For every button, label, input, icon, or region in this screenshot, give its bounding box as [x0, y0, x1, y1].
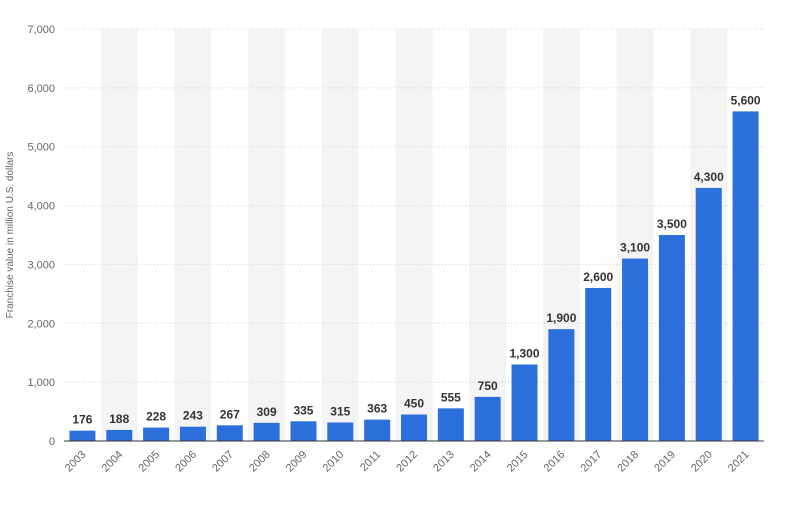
y-tick-label: 0: [49, 436, 55, 448]
x-tick-label-2012: 2012: [394, 449, 420, 475]
bar-2015: [511, 364, 538, 441]
data-label-2004: 188: [109, 412, 129, 426]
x-tick-label-2009: 2009: [284, 449, 310, 475]
bar-2006: [179, 426, 206, 441]
bar-2010: [327, 422, 354, 441]
bar-2007: [216, 425, 243, 441]
column-band: [174, 29, 212, 441]
data-label-2003: 176: [72, 413, 92, 427]
column-band: [395, 29, 433, 441]
x-tick-label-2006: 2006: [173, 449, 199, 475]
x-tick-label-2018: 2018: [615, 449, 641, 475]
x-tick-label-2020: 2020: [689, 449, 715, 475]
y-axis-ticks: 0 1,000 2,000 3,000 4,000 5,000 6,000 7,000: [27, 24, 55, 448]
column-band: [321, 29, 359, 441]
y-tick-label: 1,000: [27, 377, 55, 389]
data-label-2018: 3,100: [620, 241, 650, 255]
data-label-2016: 1,900: [546, 311, 576, 325]
data-label-2008: 309: [257, 405, 277, 419]
y-tick-label: 3,000: [27, 259, 55, 271]
x-tick-label-2010: 2010: [321, 449, 347, 475]
bar-2017: [585, 287, 612, 441]
column-band: [248, 29, 286, 441]
data-label-2011: 363: [367, 402, 387, 416]
bar-2005: [143, 427, 170, 441]
bar-2009: [290, 421, 317, 441]
bar-2019: [658, 235, 685, 441]
y-tick-label: 6,000: [27, 83, 55, 95]
column-band: [100, 29, 138, 441]
data-label-2013: 555: [441, 390, 461, 404]
data-label-2021: 5,600: [731, 93, 761, 107]
data-label-2019: 3,500: [657, 217, 687, 231]
x-tick-label-2015: 2015: [505, 449, 531, 475]
y-tick-label: 7,000: [27, 24, 55, 36]
bar-2018: [622, 258, 649, 441]
data-label-2020: 4,300: [694, 170, 724, 184]
x-tick-label-2004: 2004: [100, 449, 126, 475]
x-tick-label-2019: 2019: [652, 449, 678, 475]
data-label-2015: 1,300: [510, 346, 540, 360]
y-tick-label: 4,000: [27, 201, 55, 213]
x-tick-label-2011: 2011: [358, 449, 383, 474]
bar-2011: [364, 419, 391, 441]
data-labels: 176 188 228 243 267 309 335 315 363 450 555 750 1,30…: [72, 93, 761, 426]
data-label-2017: 2,600: [583, 270, 613, 284]
x-tick-label-2014: 2014: [468, 449, 494, 475]
y-axis-title: Franchise value in million U.S. dollars: [5, 152, 16, 319]
x-tick-label-2003: 2003: [63, 449, 89, 475]
data-label-2007: 267: [220, 407, 240, 421]
data-label-2010: 315: [330, 404, 350, 418]
x-tick-label-2021: 2021: [726, 449, 752, 475]
x-tick-label-2017: 2017: [579, 449, 605, 475]
bar-2016: [548, 329, 575, 441]
x-tick-label-2013: 2013: [431, 449, 457, 475]
x-axis-ticks: 2003 2004 2005 2006 2007 2008 2009 2010 2011 2012…: [63, 449, 752, 475]
column-band: [469, 29, 507, 441]
data-label-2014: 750: [478, 379, 498, 393]
bar-2020: [695, 187, 722, 441]
y-tick-label: 2,000: [27, 318, 55, 330]
data-label-2009: 335: [293, 403, 313, 417]
y-tick-label: 5,000: [27, 142, 55, 154]
bar-2012: [401, 414, 427, 441]
bars: [69, 111, 759, 442]
bar-2008: [253, 422, 280, 441]
x-tick-label-2016: 2016: [542, 449, 568, 475]
x-tick-label-2008: 2008: [247, 449, 273, 475]
data-label-2006: 243: [183, 409, 203, 423]
bar-2021: [732, 111, 759, 442]
data-label-2005: 228: [146, 410, 166, 424]
bar-2004: [106, 429, 133, 441]
bar-2003: [69, 430, 96, 441]
x-tick-label-2007: 2007: [210, 449, 236, 475]
data-label-2012: 450: [404, 397, 424, 411]
bar-2014: [474, 396, 501, 441]
x-tick-label-2005: 2005: [136, 449, 162, 475]
bar-2013: [437, 408, 464, 441]
